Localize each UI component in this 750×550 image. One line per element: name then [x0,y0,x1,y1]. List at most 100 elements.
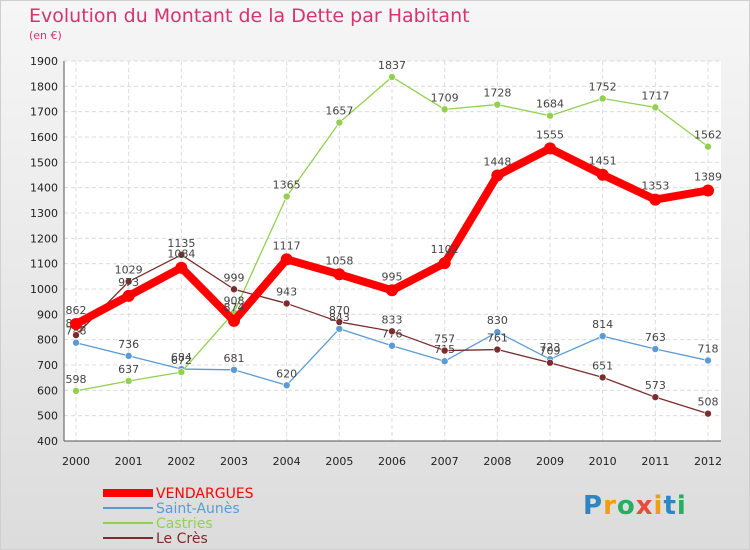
data-label: 814 [592,318,613,331]
data-point [70,317,82,330]
data-label: 1117 [273,239,301,252]
x-tick-label: 2003 [220,455,248,468]
legend-label: Castries [156,516,213,532]
data-label: 1102 [431,243,459,256]
x-tick-label: 2007 [431,455,459,468]
y-tick-label: 1100 [30,258,58,271]
x-tick-label: 2011 [641,455,669,468]
data-label: 788 [66,325,87,338]
y-tick-label: 1900 [30,55,58,68]
data-point [177,251,186,259]
data-label: 1752 [589,80,617,93]
data-point [493,345,502,354]
data-point [702,184,714,197]
x-tick-label: 2006 [378,455,406,468]
data-label: 573 [645,379,666,392]
data-point [124,352,133,360]
x-tick-label: 2001 [115,455,143,468]
data-point [546,111,554,120]
chart-title: Evolution du Montant de la Dette par Hab… [29,5,470,27]
y-tick-label: 1200 [30,232,58,245]
x-tick-label: 2000 [62,455,90,468]
data-point [544,142,556,155]
data-label: 736 [118,338,139,351]
data-label: 995 [382,270,403,283]
legend-label: Le Crès [156,531,208,547]
data-point [175,261,188,274]
y-tick-label: 400 [37,435,58,448]
data-label: 1562 [694,129,722,142]
legend-label: VENDARGUES [156,486,254,502]
data-point [649,193,662,206]
data-label: 1084 [167,248,195,261]
data-label: 718 [698,342,719,355]
data-label: 1451 [589,155,617,168]
data-point [282,381,291,390]
data-label: 862 [66,304,87,317]
data-label: 1684 [536,98,564,111]
data-point [388,327,396,336]
y-tick-label: 1500 [30,156,58,169]
data-point [704,356,712,365]
data-point [546,358,554,367]
y-tick-label: 900 [37,308,58,321]
data-point [124,277,133,286]
data-point [122,289,135,302]
data-point [440,105,449,114]
x-tick-label: 2004 [273,455,301,468]
x-tick-label: 2012 [694,455,722,468]
data-point [493,100,502,109]
data-label: 1135 [167,237,195,250]
y-tick-label: 1300 [30,207,58,220]
data-label: 1058 [325,254,353,267]
data-point [72,338,80,347]
data-point [282,192,291,201]
data-point [651,103,660,112]
data-point [280,253,293,266]
y-tick-label: 1800 [30,80,58,93]
data-point [124,377,133,385]
data-label: 1555 [536,128,564,141]
data-point [230,285,238,294]
y-tick-label: 700 [37,359,58,372]
data-label: 833 [382,313,403,326]
data-point [282,299,291,308]
y-tick-label: 500 [37,410,58,423]
data-point [596,168,609,181]
data-point [598,94,607,103]
data-point [651,393,660,401]
data-label: 757 [434,333,455,346]
data-label: 598 [66,373,87,386]
x-tick-label: 2002 [167,455,195,468]
data-label: 709 [540,345,561,358]
data-point [491,169,504,182]
data-label: 943 [276,285,297,298]
data-label: 672 [171,354,192,367]
x-tick-label: 2009 [536,455,564,468]
proxiti-logo: Proxiti [583,491,687,521]
data-label: 651 [592,359,613,372]
legend-label: Saint-Aunès [156,501,240,517]
data-label: 1837 [378,59,406,72]
unit-label: (en €) [29,29,62,42]
data-label: 908 [224,294,245,307]
data-point [228,314,240,327]
y-tick-label: 600 [37,384,58,397]
data-label: 637 [118,363,139,376]
data-point [335,324,344,333]
data-point [72,331,80,339]
data-label: 723 [540,341,561,354]
data-label: 1709 [431,91,459,104]
data-label: 874 [224,301,245,314]
data-label: 1389 [694,170,722,183]
data-point [72,387,80,395]
data-point [598,373,607,382]
data-point [386,284,398,297]
y-tick-label: 1700 [30,106,58,119]
y-tick-label: 1000 [30,283,58,296]
data-point [704,142,712,151]
data-label: 999 [224,271,245,284]
data-point [440,357,449,366]
